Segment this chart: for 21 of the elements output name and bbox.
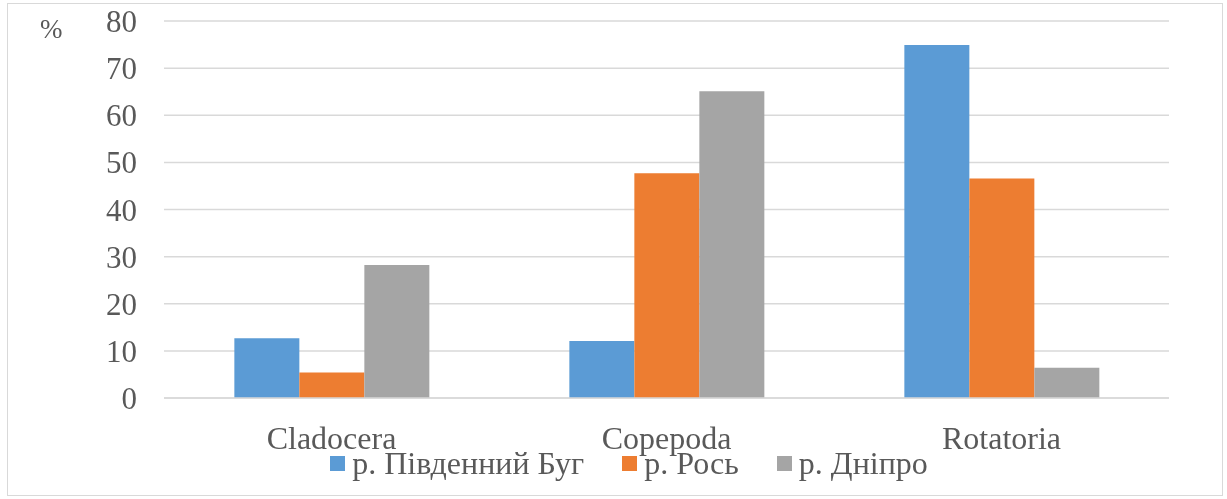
bar [299, 372, 365, 398]
y-axis-title: % [40, 14, 63, 45]
x-tick-label: Rotatoria [941, 419, 1062, 456]
y-tick-label: 20 [106, 286, 137, 322]
bar [234, 338, 300, 398]
y-tick-label: 80 [106, 4, 137, 40]
y-tick-label: 50 [106, 145, 137, 181]
bar [904, 45, 970, 398]
bar [969, 178, 1035, 398]
y-tick-label: 60 [106, 98, 137, 134]
y-tick-label: 70 [106, 51, 137, 87]
y-tick-label: 10 [106, 333, 137, 369]
y-tick-label: 40 [106, 192, 137, 228]
bar [634, 173, 700, 398]
y-tick-label: 30 [106, 239, 137, 275]
legend-label: р. Дніпро [798, 445, 928, 482]
bar [699, 91, 765, 398]
bar [1034, 367, 1100, 398]
y-tick-label: 0 [121, 381, 137, 417]
bar [364, 265, 430, 398]
bar [569, 340, 635, 398]
